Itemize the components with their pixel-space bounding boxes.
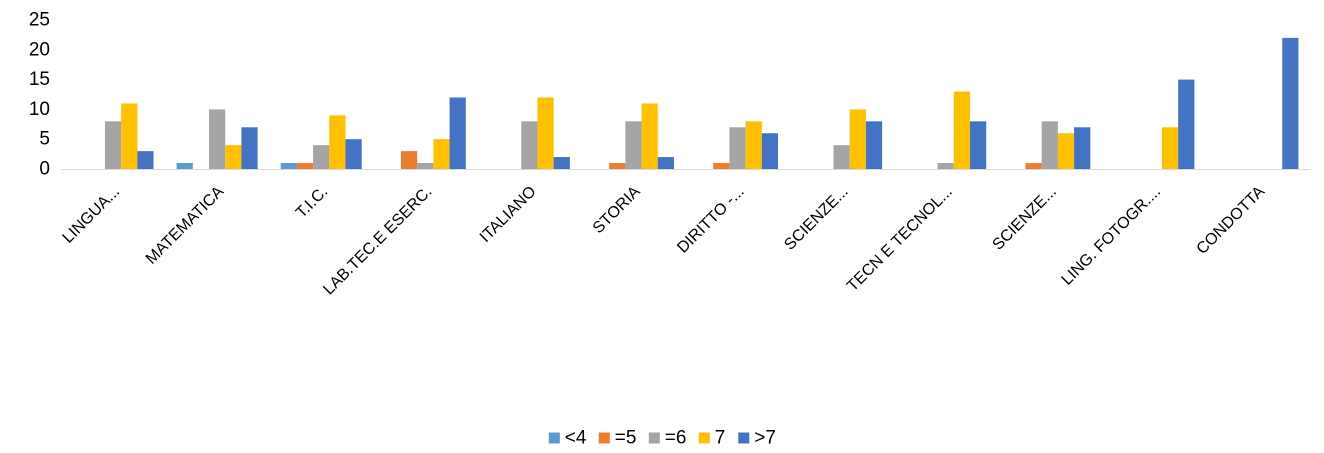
bar	[121, 103, 138, 169]
series-3	[121, 91, 1179, 169]
legend-label: >7	[754, 428, 776, 449]
x-category-label: MATEMATICA	[143, 183, 228, 268]
y-tick-label: 20	[29, 39, 50, 60]
legend-item: 7	[698, 428, 726, 449]
x-category-label: T.I.C.	[293, 183, 331, 221]
bar	[225, 145, 242, 169]
bar	[953, 91, 971, 169]
bar	[745, 121, 762, 169]
legend-swatch	[648, 432, 660, 444]
bar	[729, 127, 746, 169]
y-axis-ticks: 0 5 10 15 20 25	[29, 10, 50, 180]
bar	[1057, 133, 1075, 169]
bar	[521, 121, 538, 169]
series-0	[176, 163, 297, 169]
bar	[937, 163, 954, 169]
y-tick-label: 15	[29, 69, 50, 90]
x-category-label: STORIA	[590, 183, 644, 237]
x-category-label: SCIENZE...	[781, 183, 851, 253]
bar	[1282, 37, 1299, 169]
legend: <4 =5 =6 7 >7	[548, 428, 776, 449]
bar	[345, 139, 362, 169]
bar	[176, 163, 193, 169]
y-tick-label: 5	[39, 129, 50, 150]
y-tick-label: 25	[29, 10, 50, 31]
x-category-label: TECN E TECNOL...	[844, 183, 956, 295]
x-category-label: CONDOTTA	[1194, 183, 1269, 258]
bar	[400, 151, 418, 169]
bar	[433, 139, 450, 169]
x-category-label: LINGUA...	[60, 183, 124, 247]
bar	[537, 97, 554, 169]
bar	[417, 163, 434, 169]
bar	[313, 145, 330, 169]
bar	[849, 109, 866, 169]
legend-swatch	[548, 432, 560, 444]
bar	[209, 109, 226, 169]
bar	[865, 121, 883, 169]
x-category-label: LAB.TEC.E ESERC.	[320, 183, 435, 298]
bar	[970, 121, 987, 169]
y-tick-label: 10	[29, 99, 50, 120]
legend-swatch	[738, 432, 750, 444]
bar	[833, 145, 850, 169]
series-4	[137, 37, 1299, 169]
x-category-label: SCIENZE...	[989, 183, 1059, 253]
bar	[449, 97, 466, 169]
bar	[104, 121, 122, 169]
x-category-label: DIRITTO -...	[674, 183, 747, 256]
bar	[1041, 121, 1058, 169]
legend-swatch	[598, 432, 610, 444]
legend-label: <4	[565, 428, 587, 449]
x-category-label: LING. FOTOGR....	[1059, 183, 1164, 288]
series-1	[296, 151, 1042, 169]
bar	[1161, 127, 1179, 169]
bar	[609, 163, 626, 169]
bar	[625, 121, 642, 169]
legend-item: >7	[738, 428, 776, 449]
bar	[329, 115, 346, 169]
legend-swatch	[698, 432, 710, 444]
bar	[241, 127, 258, 169]
legend-item: =6	[648, 428, 687, 449]
bar	[1025, 163, 1042, 169]
x-category-label: ITALIANO	[477, 183, 540, 246]
y-tick-label: 0	[39, 159, 50, 180]
bar	[296, 163, 314, 169]
bar	[761, 133, 779, 169]
bars	[104, 37, 1299, 169]
legend-item: <4	[548, 428, 587, 449]
bar	[553, 157, 570, 169]
bar	[657, 157, 674, 169]
bar	[641, 103, 658, 169]
bar	[1178, 79, 1195, 169]
series-2	[104, 109, 1058, 169]
legend-label: =6	[665, 428, 687, 449]
bar	[280, 163, 297, 169]
x-axis-labels: LINGUA... MATEMATICA T.I.C.LAB.TEC.E ESERC…	[60, 183, 1269, 298]
legend-item: =5	[598, 428, 637, 449]
bar	[1074, 127, 1091, 169]
legend-label: =5	[615, 428, 637, 449]
bar	[713, 163, 730, 169]
legend-label: 7	[715, 428, 726, 449]
bar	[137, 151, 154, 169]
